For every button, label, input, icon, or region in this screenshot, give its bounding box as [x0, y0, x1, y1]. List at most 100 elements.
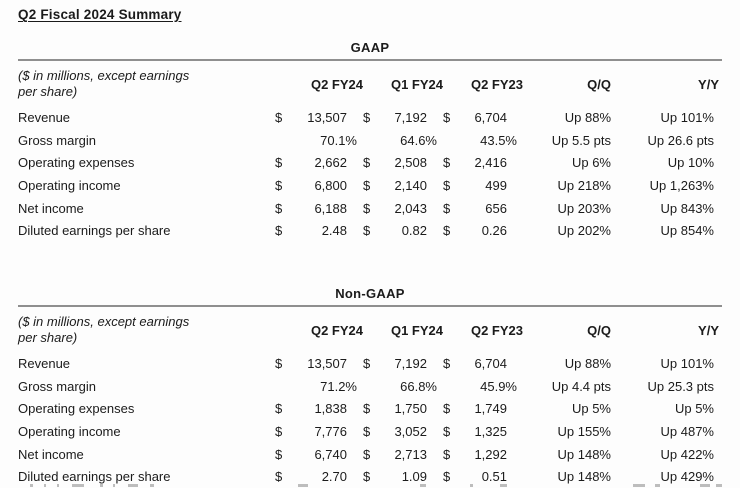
cell-value: 2,140 — [394, 177, 427, 193]
row-label: Gross margin — [18, 132, 97, 148]
gaap-header-row: ($ in millions, except earnings per shar… — [18, 61, 722, 106]
cell-q1fy24: $7,192 — [363, 110, 443, 125]
cell-value: 656 — [485, 200, 507, 216]
dollar-sign: $ — [443, 424, 451, 440]
cell-value: 2.70 — [321, 469, 347, 485]
cell-value: 13,507 — [307, 109, 347, 125]
dollar-sign: $ — [443, 446, 451, 462]
cell-value: 2.48 — [321, 223, 347, 239]
row-label: Net income — [18, 446, 84, 462]
cell-qq: Up 218% — [557, 177, 611, 193]
table-row-net-income: Net income $6,740 $2,713 $1,292 Up 148% … — [18, 443, 722, 466]
dollar-sign: $ — [275, 424, 283, 440]
cell-q2fy24: $7,776 — [263, 424, 363, 439]
cell-yy: Up 26.6 pts — [647, 132, 715, 148]
cell-q2fy23: $1,749 — [443, 401, 523, 416]
cell-q1fy24: $2,713 — [363, 447, 443, 462]
dollar-sign: $ — [443, 223, 451, 239]
dollar-sign: $ — [443, 177, 451, 193]
cell-value: 13,507 — [307, 355, 347, 371]
non-gaap-rows: Revenue $13,507 $7,192 $6,704 Up 88% Up … — [18, 352, 722, 488]
row-label: Revenue — [18, 355, 71, 371]
cell-value: 7,192 — [394, 355, 427, 371]
cell-q2fy23: 45.9% — [443, 379, 523, 394]
row-label: Gross margin — [18, 378, 97, 394]
column-header-q2fy24: Q2 FY24 — [310, 322, 363, 338]
cell-value: 45.9% — [480, 378, 517, 394]
dollar-sign: $ — [443, 109, 451, 125]
cell-q1fy24: $2,140 — [363, 178, 443, 193]
dollar-sign: $ — [363, 200, 371, 216]
cell-q2fy23: $1,325 — [443, 424, 523, 439]
gaap-rows: Revenue $13,507 $7,192 $6,704 Up 88% Up … — [18, 106, 722, 242]
dollar-sign: $ — [275, 223, 283, 239]
page-title: Q2 Fiscal 2024 Summary — [18, 7, 182, 22]
cell-yy: Up 5% — [674, 401, 714, 417]
cell-qq: Up 6% — [571, 155, 611, 171]
cell-yy: Up 843% — [660, 200, 714, 216]
cell-value: 7,776 — [314, 424, 347, 440]
cell-q2fy24: $2,662 — [263, 155, 363, 170]
cell-yy: Up 854% — [660, 223, 714, 239]
cell-q1fy24: 66.8% — [363, 379, 443, 394]
units-note: ($ in millions, except earnings per shar… — [18, 314, 263, 346]
units-note: ($ in millions, except earnings per shar… — [18, 68, 263, 100]
cell-yy: Up 1,263% — [649, 177, 714, 193]
dollar-sign: $ — [363, 469, 371, 485]
table-row-net-income: Net income $6,188 $2,043 $656 Up 203% Up… — [18, 197, 722, 220]
cell-value: 1,838 — [314, 401, 347, 417]
column-header-q2fy23: Q2 FY23 — [470, 322, 523, 338]
cell-qq: Up 5% — [571, 401, 611, 417]
cell-q2fy23: $6,704 — [443, 110, 523, 125]
table-row-operating-income: Operating income $7,776 $3,052 $1,325 Up… — [18, 420, 722, 443]
row-label: Net income — [18, 200, 84, 216]
dollar-sign: $ — [275, 401, 283, 417]
cell-value: 1,750 — [394, 401, 427, 417]
cell-q2fy23: $2,416 — [443, 155, 523, 170]
cell-value: 66.8% — [400, 378, 437, 394]
cell-value: 0.26 — [481, 223, 507, 239]
cell-value: 1,325 — [474, 424, 507, 440]
table-row-operating-income: Operating income $6,800 $2,140 $499 Up 2… — [18, 174, 722, 197]
cell-q1fy24: $0.82 — [363, 223, 443, 238]
non-gaap-section-heading: Non-GAAP — [335, 286, 405, 302]
non-gaap-header-row: ($ in millions, except earnings per shar… — [18, 307, 722, 352]
units-note-line1: ($ in millions, except earnings — [18, 314, 190, 330]
table-row-diluted-eps: Diluted earnings per share $2.48 $0.82 $… — [18, 219, 722, 242]
cell-qq: Up 88% — [564, 355, 611, 371]
cell-value: 71.2% — [320, 378, 357, 394]
table-row-operating-expenses: Operating expenses $1,838 $1,750 $1,749 … — [18, 398, 722, 421]
row-label: Operating expenses — [18, 401, 135, 417]
table-row-operating-expenses: Operating expenses $2,662 $2,508 $2,416 … — [18, 151, 722, 174]
table-row-gross-margin: Gross margin 71.2% 66.8% 45.9% Up 4.4 pt… — [18, 375, 722, 398]
dollar-sign: $ — [363, 223, 371, 239]
cell-value: 7,192 — [394, 109, 427, 125]
cell-value: 1.09 — [401, 469, 427, 485]
cell-q1fy24: $2,043 — [363, 201, 443, 216]
dollar-sign: $ — [443, 155, 451, 171]
dollar-sign: $ — [275, 155, 283, 171]
dollar-sign: $ — [275, 355, 283, 371]
dollar-sign: $ — [363, 155, 371, 171]
cell-yy: Up 487% — [660, 424, 714, 440]
cell-qq: Up 202% — [557, 223, 611, 239]
cell-yy: Up 101% — [660, 109, 714, 125]
cell-value: 70.1% — [320, 132, 357, 148]
cell-q1fy24: $1,750 — [363, 401, 443, 416]
cell-qq: Up 148% — [557, 469, 611, 485]
cell-value: 0.51 — [481, 469, 507, 485]
cell-value: 0.82 — [401, 223, 427, 239]
horizontal-rule — [18, 59, 722, 61]
cell-yy: Up 422% — [660, 446, 714, 462]
cell-value: 6,188 — [314, 200, 347, 216]
cell-value: 2,713 — [394, 446, 427, 462]
non-gaap-section: Non-GAAP ($ in millions, except earnings… — [18, 286, 722, 488]
dollar-sign: $ — [443, 200, 451, 216]
cell-q2fy23: $1,292 — [443, 447, 523, 462]
column-header-q2fy24: Q2 FY24 — [310, 76, 363, 92]
table-row-diluted-eps: Diluted earnings per share $2.70 $1.09 $… — [18, 466, 722, 488]
cell-yy: Up 10% — [667, 155, 714, 171]
column-header-qq: Q/Q — [587, 76, 611, 92]
row-label: Operating expenses — [18, 155, 135, 171]
